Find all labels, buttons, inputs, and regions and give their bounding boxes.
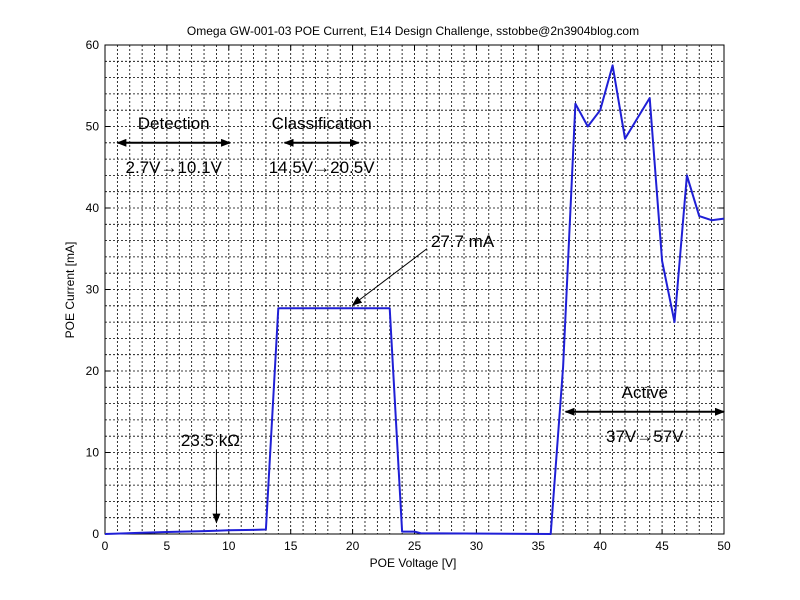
range-label: Classification: [272, 114, 372, 133]
x-tick-label: 35: [532, 539, 546, 553]
y-tick-label: 0: [92, 527, 99, 541]
y-tick-label: 50: [86, 120, 100, 134]
range-sublabel: 14.5V→20.5V: [269, 158, 376, 177]
callout-label: 27.7 mA: [431, 232, 495, 251]
series-line: [104, 64, 725, 535]
callout-arrow: [351, 248, 428, 306]
x-axis-label: POE Voltage [V]: [370, 556, 457, 570]
y-tick-label: 60: [86, 38, 100, 52]
y-tick-label: 10: [86, 446, 100, 460]
x-tick-label: 50: [717, 539, 731, 553]
x-tick-label: 0: [102, 539, 109, 553]
grid: [105, 45, 724, 534]
y-tick-label: 30: [86, 283, 100, 297]
range-label: Detection: [138, 114, 210, 133]
range-sublabel: 37V→57V: [606, 427, 684, 446]
callout-label: 23.5 kΩ: [181, 431, 240, 450]
y-tick-label: 20: [86, 364, 100, 378]
annotations: Detection 2.7V→10.1V Classification 14.5V→2…: [116, 114, 725, 524]
x-tick-label: 25: [408, 539, 422, 553]
x-tick-label: 45: [655, 539, 669, 553]
range-sublabel: 2.7V→10.1V: [126, 158, 223, 177]
range-label: Active: [622, 383, 668, 402]
chart-title: Omega GW-001-03 POE Current, E14 Design …: [187, 24, 639, 38]
tick-labels: 0 5 10 15 20 25 30 35 40 45 50 0 10 20 30 40 50 60: [86, 38, 731, 553]
y-axis-label: POE Current [mA]: [63, 242, 77, 339]
x-tick-label: 40: [594, 539, 608, 553]
x-tick-label: 5: [164, 539, 171, 553]
x-tick-label: 10: [222, 539, 236, 553]
y-tick-label: 40: [86, 201, 100, 215]
series: [104, 64, 725, 535]
x-tick-label: 20: [346, 539, 360, 553]
x-tick-label: 15: [284, 539, 298, 553]
x-tick-label: 30: [470, 539, 484, 553]
